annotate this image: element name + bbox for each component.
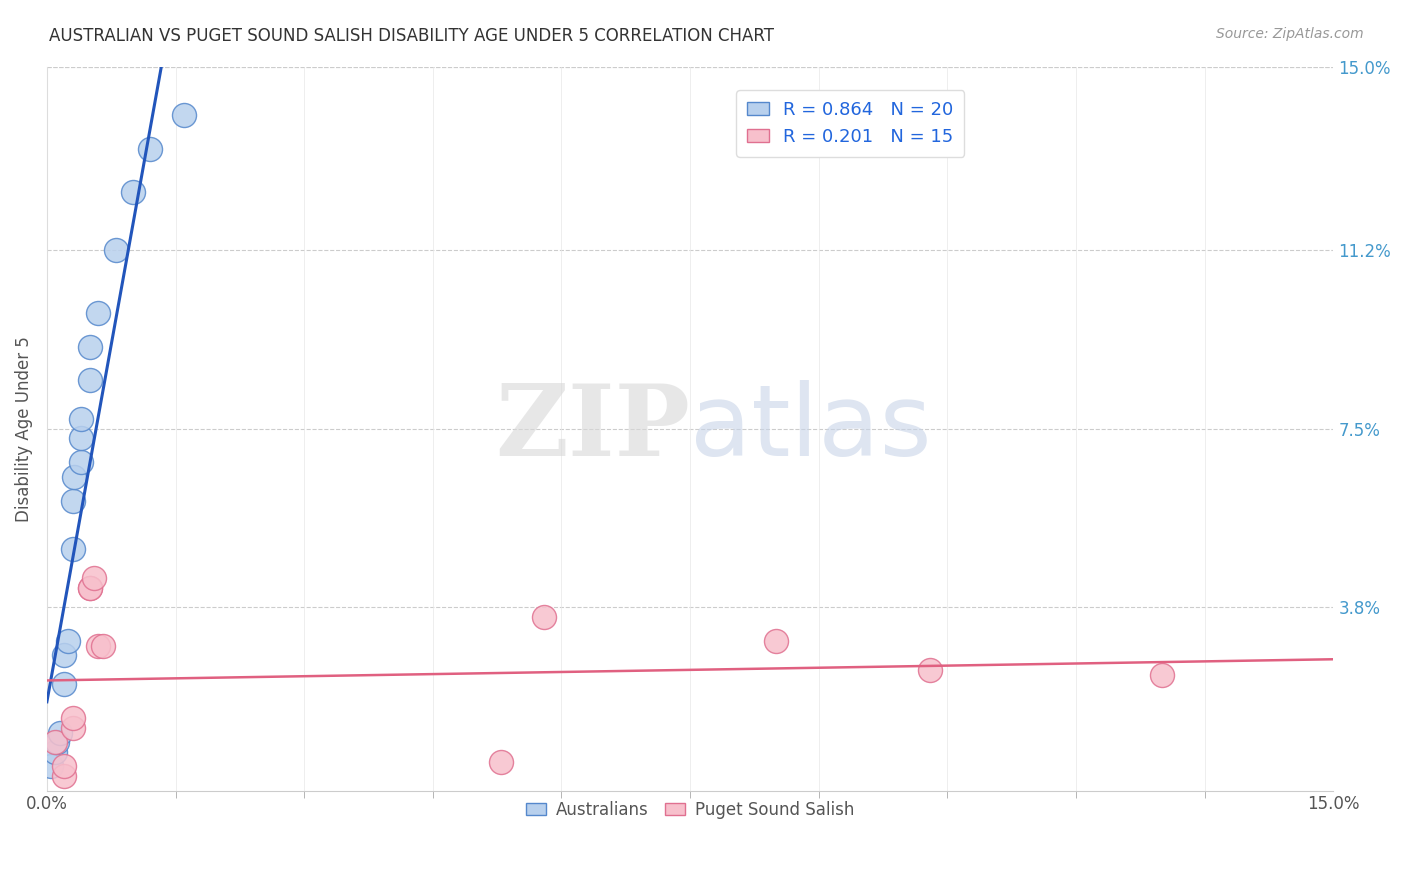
- Point: [53, 648, 76, 663]
- Point: [533, 610, 555, 624]
- Point: [104, 243, 127, 257]
- Point: [87, 306, 110, 320]
- Point: [765, 634, 787, 648]
- Point: [139, 142, 162, 156]
- Point: [121, 185, 143, 199]
- Text: Source: ZipAtlas.com: Source: ZipAtlas.com: [1216, 27, 1364, 41]
- Point: [83, 571, 105, 585]
- Y-axis label: Disability Age Under 5: Disability Age Under 5: [15, 335, 32, 522]
- Point: [63, 470, 86, 484]
- Point: [44, 745, 66, 759]
- Point: [62, 542, 84, 557]
- Point: [58, 634, 80, 648]
- Point: [920, 663, 942, 677]
- Point: [1150, 667, 1173, 681]
- Text: ZIP: ZIP: [495, 380, 690, 477]
- Point: [173, 108, 195, 122]
- Legend: Australians, Puget Sound Salish: Australians, Puget Sound Salish: [519, 795, 862, 826]
- Text: atlas: atlas: [690, 380, 932, 477]
- Point: [46, 735, 69, 749]
- Text: AUSTRALIAN VS PUGET SOUND SALISH DISABILITY AGE UNDER 5 CORRELATION CHART: AUSTRALIAN VS PUGET SOUND SALISH DISABIL…: [49, 27, 775, 45]
- Point: [87, 639, 110, 653]
- Point: [53, 769, 76, 783]
- Point: [62, 721, 84, 735]
- Point: [39, 759, 62, 773]
- Point: [53, 677, 76, 691]
- Point: [79, 581, 101, 595]
- Point: [48, 725, 70, 739]
- Point: [491, 755, 513, 769]
- Point: [70, 412, 93, 426]
- Point: [62, 711, 84, 725]
- Point: [70, 431, 93, 445]
- Point: [79, 340, 101, 354]
- Point: [70, 455, 93, 469]
- Point: [79, 581, 101, 595]
- Point: [44, 735, 66, 749]
- Point: [62, 494, 84, 508]
- Point: [91, 639, 114, 653]
- Point: [53, 759, 76, 773]
- Point: [79, 373, 101, 387]
